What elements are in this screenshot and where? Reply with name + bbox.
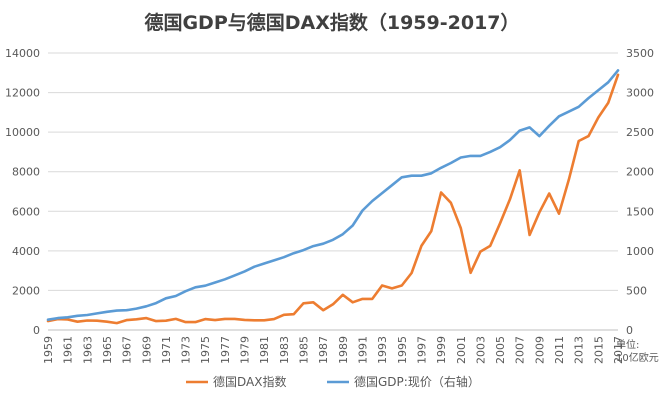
y-right-tick-label: 3000 xyxy=(626,87,654,100)
y-left-tick-label: 0 xyxy=(33,324,40,337)
x-tick-label: 2011 xyxy=(553,336,566,364)
x-tick-label: 1961 xyxy=(62,336,75,364)
x-tick-label: 2013 xyxy=(573,336,586,364)
unit-label-line2: 10亿欧元 xyxy=(616,351,659,364)
x-tick-label: 1995 xyxy=(396,336,409,364)
y-right-tick-label: 1500 xyxy=(626,205,654,218)
y-right-tick-label: 0 xyxy=(626,324,633,337)
x-tick-label: 2005 xyxy=(494,336,507,364)
y-left-tick-label: 14000 xyxy=(5,47,40,60)
y-left-tick-label: 8000 xyxy=(12,166,40,179)
x-tick-label: 1983 xyxy=(278,336,291,364)
x-tick-label: 1979 xyxy=(239,336,252,364)
axis-layer: 0 2000 4000 6000 8000 10000 12000 14000 0 500 1000… xyxy=(5,47,654,364)
series-line-1 xyxy=(46,69,620,322)
x-tick-label: 1985 xyxy=(298,336,311,364)
x-tick-label: 1987 xyxy=(317,336,330,364)
x-tick-label: 1977 xyxy=(219,336,232,364)
x-tick-label: 2003 xyxy=(474,336,487,364)
x-tick-label: 1971 xyxy=(160,336,173,364)
y-left-tick-label: 2000 xyxy=(12,284,40,297)
chart-title: 德国GDP与德国DAX指数（1959-2017） xyxy=(144,12,520,34)
x-tick-label: 1965 xyxy=(101,336,114,364)
y-left-tick-label: 4000 xyxy=(12,245,40,258)
x-tick-label: 2015 xyxy=(592,336,605,364)
series-layer xyxy=(46,69,620,325)
x-tick-label: 2007 xyxy=(514,336,527,364)
y-right-tick-label: 3500 xyxy=(626,47,654,60)
y-left-tick-label: 12000 xyxy=(5,87,40,100)
y-right-tick-label: 500 xyxy=(626,284,647,297)
x-tick-label: 1973 xyxy=(180,336,193,364)
x-tick-label: 1993 xyxy=(376,336,389,364)
x-tick-label: 1969 xyxy=(140,336,153,364)
x-tick-label: 1997 xyxy=(415,336,428,364)
x-tick-label: 2017 xyxy=(612,336,625,364)
x-tick-label: 1963 xyxy=(81,336,94,364)
unit-label-line1: 单位: xyxy=(616,338,639,351)
x-tick-label: 2001 xyxy=(455,336,468,364)
legend-label-1: 德国GDP:现价（右轴） xyxy=(354,374,480,389)
y-left-tick-label: 10000 xyxy=(5,126,40,139)
y-right-tick-label: 2500 xyxy=(626,126,654,139)
y-right-tick-label: 2000 xyxy=(626,166,654,179)
x-tick-label: 1999 xyxy=(435,336,448,364)
x-tick-label: 1981 xyxy=(258,336,271,364)
x-tick-label: 1975 xyxy=(199,336,212,364)
x-tick-label: 1989 xyxy=(337,336,350,364)
x-tick-label: 1991 xyxy=(356,336,369,364)
y-right-tick-label: 1000 xyxy=(626,245,654,258)
series-line-0 xyxy=(46,73,620,325)
legend-label-0: 德国DAX指数 xyxy=(213,374,286,389)
x-tick-label: 2009 xyxy=(533,336,546,364)
grid-layer xyxy=(48,52,618,291)
y-left-tick-label: 6000 xyxy=(12,205,40,218)
x-tick-label: 1967 xyxy=(121,336,134,364)
legend: 德国DAX指数 德国GDP:现价（右轴） xyxy=(186,374,480,389)
x-tick-label: 1959 xyxy=(42,336,55,364)
